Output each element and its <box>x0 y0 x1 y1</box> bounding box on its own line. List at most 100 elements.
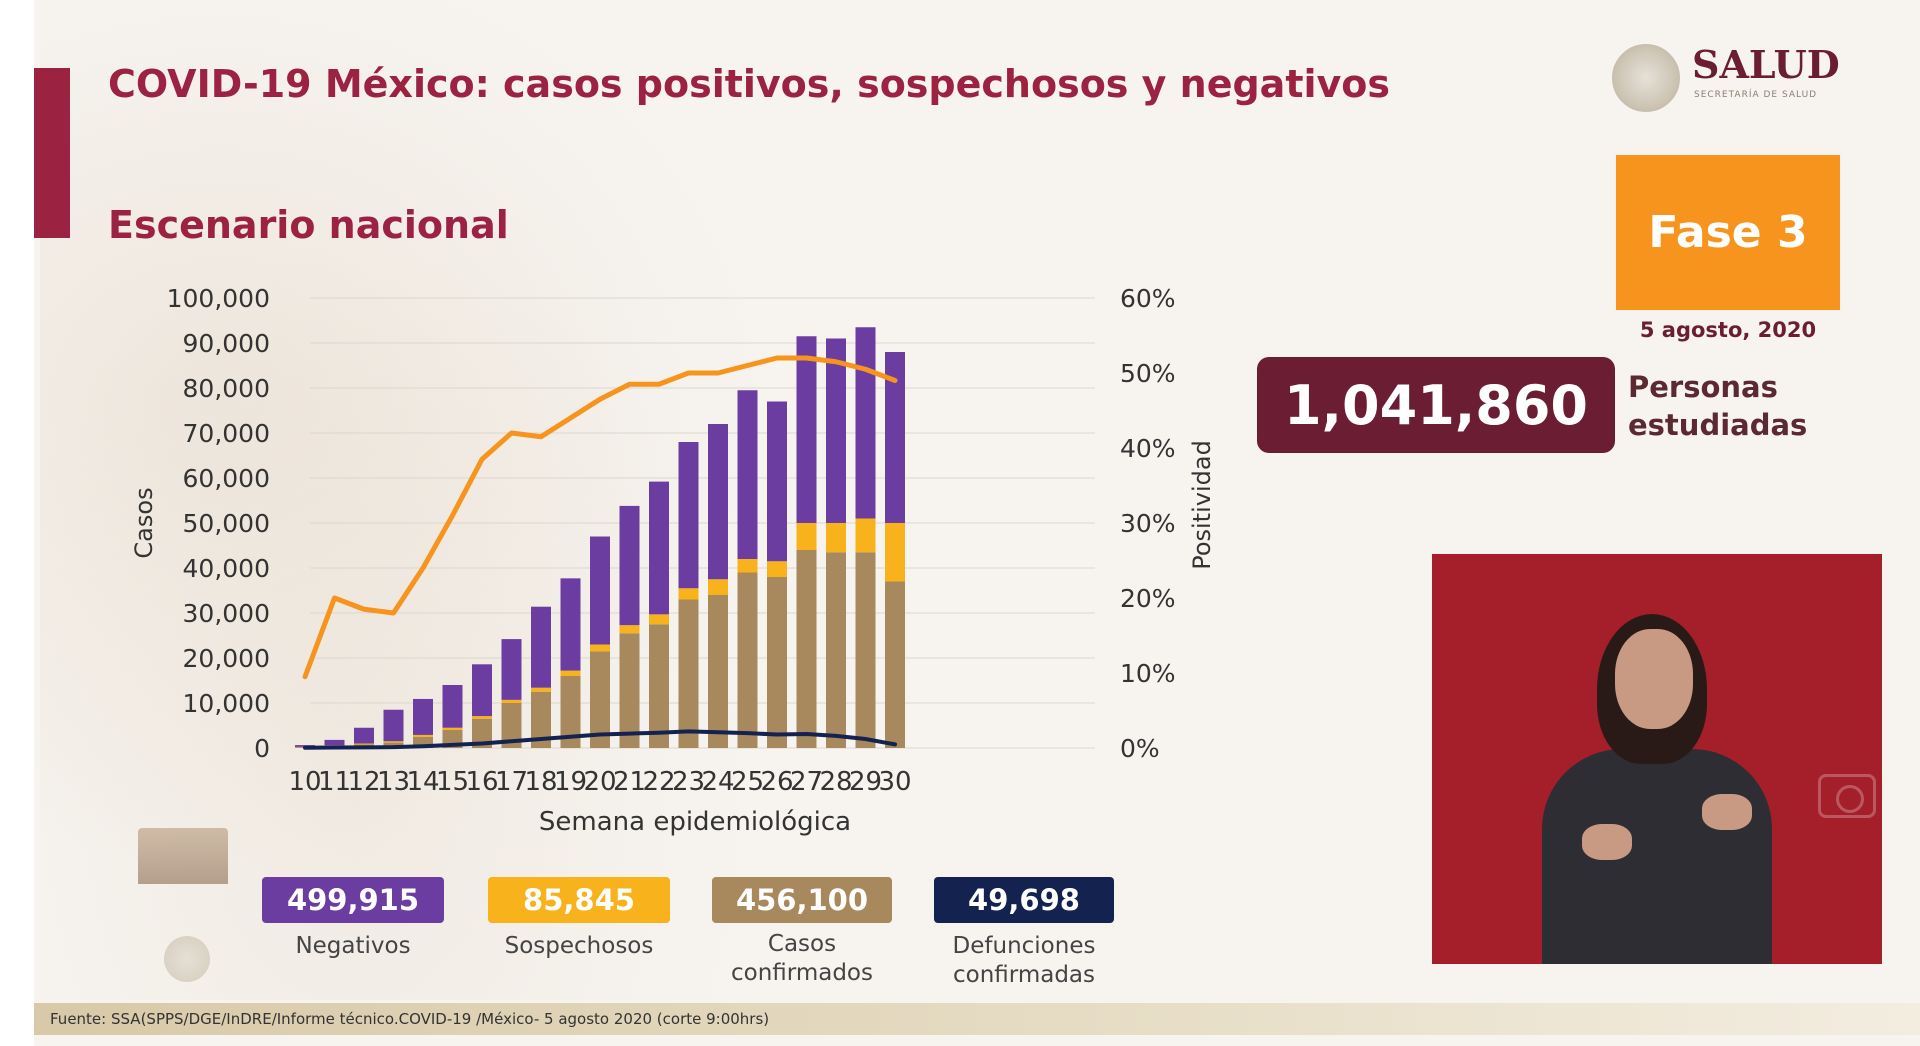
bar-negativos <box>649 481 669 615</box>
bar-casos-confirmados <box>501 703 522 748</box>
y2-tick-label: 60% <box>1120 284 1176 313</box>
salud-logo: SALUD SECRETARÍA DE SALUD <box>1612 40 1842 112</box>
bar-negativos <box>737 390 758 559</box>
bar-sospechosos <box>560 670 581 676</box>
small-seal-icon <box>164 936 210 982</box>
legend-label-confirmados: Casos confirmados <box>731 931 873 986</box>
x-tick-label: 21 <box>613 767 646 797</box>
bar-negativos <box>383 709 404 742</box>
cases-chart: 0 10,000 20,000 30,000 40,000 50,000 60,000 70,… <box>130 284 1216 837</box>
bar-negativos <box>501 639 522 700</box>
x-tick-label: 18 <box>524 767 557 797</box>
y-axis-ticks: 0 10,000 20,000 30,000 40,000 50,000 60,000 70,… <box>167 284 270 763</box>
bar-negativos <box>708 424 728 580</box>
total-studied-value: 1,041,860 <box>1257 357 1615 453</box>
legend-label-sospechosos: Sospechosos <box>504 933 654 959</box>
bar-casos-confirmados <box>472 718 492 748</box>
bar-sospechosos <box>826 523 846 553</box>
x-tick-label: 14 <box>406 767 439 797</box>
x-tick-label: 29 <box>849 767 882 797</box>
bar-negativos <box>855 327 876 519</box>
bar-sospechosos <box>737 559 758 573</box>
x-tick-label: 16 <box>465 767 498 797</box>
page-subtitle: Escenario nacional <box>108 203 509 247</box>
legend-value-sospechosos: 85,845 <box>488 877 670 923</box>
bar-sospechosos <box>383 741 404 743</box>
y-axis-label: Casos <box>130 487 158 558</box>
y-tick-label: 20,000 <box>183 644 270 673</box>
x-tick-label: 24 <box>701 767 734 797</box>
x-tick-label: 19 <box>554 767 587 797</box>
bar-negativos <box>885 352 905 523</box>
bar-negativos <box>442 685 463 728</box>
bar-casos-confirmados <box>590 651 610 748</box>
bar-negativos <box>472 664 492 717</box>
x-tick-label: 12 <box>347 767 380 797</box>
x-axis-label: Semana epidemiológica <box>539 807 851 837</box>
legend-value-confirmados: 456,100 <box>712 877 892 923</box>
logo-name: SALUD <box>1692 42 1840 87</box>
bar-negativos <box>560 578 581 671</box>
y-tick-label: 100,000 <box>167 284 270 313</box>
bar-sospechosos <box>590 644 610 652</box>
x-tick-label: 26 <box>760 767 793 797</box>
bar-casos-confirmados <box>678 599 699 748</box>
phase-date: 5 agosto, 2020 <box>1639 318 1817 342</box>
accent-bar <box>34 68 70 238</box>
bar-casos-confirmados <box>826 552 846 748</box>
y2-tick-label: 0% <box>1120 734 1160 763</box>
x-tick-label: 28 <box>819 767 852 797</box>
sign-language-video <box>1432 554 1882 964</box>
y2-tick-label: 20% <box>1120 584 1176 613</box>
y2-tick-label: 40% <box>1120 434 1176 463</box>
presenter-body <box>1542 749 1772 964</box>
y-tick-label: 40,000 <box>183 554 270 583</box>
bar-negativos <box>796 336 817 523</box>
legend-value-defunciones: 49,698 <box>934 877 1114 923</box>
bar-casos-confirmados <box>855 552 876 748</box>
bar-negativos <box>767 401 787 562</box>
presenter-hand-right <box>1702 794 1752 830</box>
bar-sospechosos <box>501 699 522 703</box>
bar-casos-confirmados <box>885 581 905 748</box>
x-tick-label: 23 <box>672 767 705 797</box>
y2-tick-label: 10% <box>1120 659 1176 688</box>
national-seal-icon <box>1612 44 1680 112</box>
bars <box>295 327 905 748</box>
bar-sospechosos <box>442 727 463 730</box>
y2-tick-label: 30% <box>1120 509 1176 538</box>
bar-sospechosos <box>796 523 817 550</box>
left-strip <box>0 0 34 1046</box>
bar-sospechosos <box>354 743 374 745</box>
x-tick-label: 10 <box>288 767 321 797</box>
y-tick-label: 0 <box>254 734 270 763</box>
x-tick-label: 30 <box>878 767 911 797</box>
bar-casos-confirmados <box>413 736 433 748</box>
y-tick-label: 10,000 <box>183 689 270 718</box>
y-tick-label: 80,000 <box>183 374 270 403</box>
legend-label-defunciones: Defunciones confirmadas <box>952 933 1096 988</box>
bar-sospechosos <box>413 734 433 737</box>
bar-casos-confirmados <box>649 624 669 748</box>
camera-icon <box>1818 774 1876 818</box>
line-defunciones <box>303 729 897 750</box>
presenter-hand-left <box>1582 824 1632 860</box>
page-title: COVID-19 México: casos positivos, sospec… <box>108 62 1390 106</box>
y-tick-label: 50,000 <box>183 509 270 538</box>
y-tick-label: 70,000 <box>183 419 270 448</box>
grid-lines <box>310 297 1095 749</box>
heroes-emblem <box>128 828 238 918</box>
bar-negativos <box>354 727 374 744</box>
bar-negativos <box>324 739 345 746</box>
lines <box>302 355 898 750</box>
y2-axis-ticks: 0% 10% 20% 30% 40% 50% 60% <box>1120 284 1176 763</box>
x-tick-label: 25 <box>731 767 764 797</box>
bar-negativos <box>826 338 846 523</box>
bar-casos-confirmados <box>619 633 640 748</box>
heroes-figures-icon <box>138 828 228 884</box>
y2-tick-label: 50% <box>1120 359 1176 388</box>
bar-casos-confirmados <box>796 550 817 748</box>
bar-casos-confirmados <box>531 691 551 748</box>
source-footer: Fuente: SSA(SPPS/DGE/InDRE/Informe técni… <box>34 1003 1920 1035</box>
bar-negativos <box>590 536 610 645</box>
